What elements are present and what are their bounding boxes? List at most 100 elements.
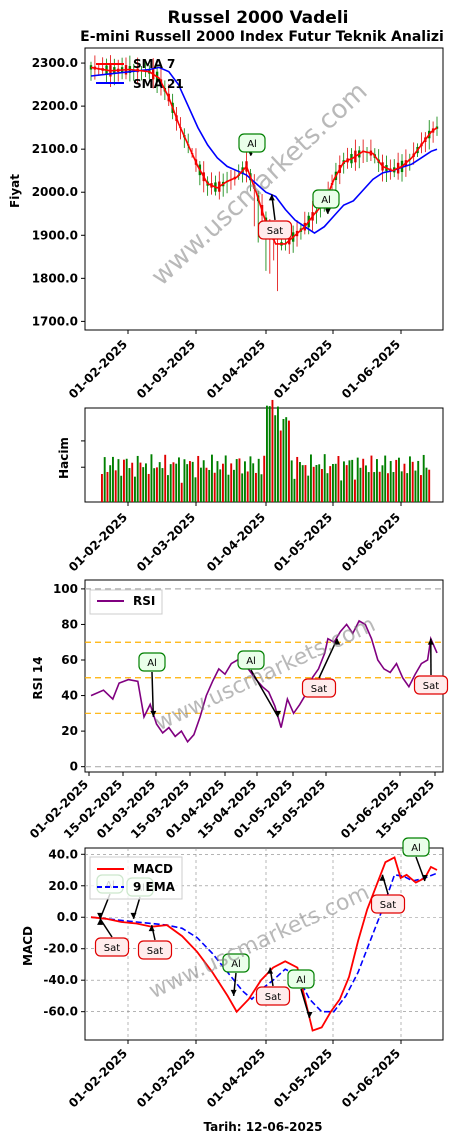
y-tick-label: -40.0 bbox=[43, 973, 78, 987]
rsi-signal-sat-2-box bbox=[413, 675, 449, 695]
volume-bar bbox=[213, 472, 216, 502]
x-tick-label: 01-03-2025 bbox=[134, 337, 198, 401]
x-tick-label: 01-06-2025 bbox=[338, 777, 402, 841]
x-tick-label: 01-05-2025 bbox=[271, 510, 335, 574]
price-layer: 1700.0 1800.0 1900.0 2000.0 2100.0 2200.0 2300… bbox=[32, 55, 439, 401]
x-tick-label: 01-03-2025 bbox=[134, 510, 198, 574]
macd-signal-buy-7-arrow-head bbox=[306, 1011, 313, 1018]
legend-rsi: RSI bbox=[133, 594, 155, 608]
price-legend: SMA 7 SMA 21 bbox=[96, 57, 184, 91]
volume-bar bbox=[340, 480, 343, 502]
legend-macd: MACD bbox=[133, 862, 173, 876]
volume-bar bbox=[268, 406, 271, 502]
y-tick-label: 0 bbox=[70, 760, 78, 774]
volume-ylabel: Hacim bbox=[57, 437, 71, 479]
volume-bar bbox=[208, 469, 211, 502]
volume-bar bbox=[266, 405, 268, 502]
volume-bar bbox=[425, 467, 428, 502]
price-signal-al-1-label: Al bbox=[247, 139, 257, 150]
volume-bar bbox=[400, 471, 403, 502]
rsi-signal-sat-1-box bbox=[301, 678, 337, 698]
y-tick-label: 1700.0 bbox=[32, 314, 78, 328]
volume-bar bbox=[120, 475, 123, 502]
volume-bar bbox=[156, 467, 158, 502]
x-tick-label: 01-05-2025 bbox=[271, 337, 335, 401]
rsi-signal-al-1-box bbox=[138, 652, 166, 672]
sma21-line bbox=[90, 66, 438, 235]
price-signal-sat-1-box bbox=[257, 220, 293, 240]
volume-bar bbox=[312, 466, 315, 502]
volume-layer: 01-02-2025 01-03-2025 01-04-2025 01-05-2025… bbox=[66, 399, 431, 574]
sma7-line bbox=[90, 66, 438, 245]
volume-bar bbox=[255, 472, 257, 502]
price-signal-sat-1-label: Sat bbox=[267, 226, 283, 237]
volume-bar bbox=[238, 458, 241, 502]
volume-bar bbox=[211, 454, 213, 502]
volume-bar bbox=[252, 463, 255, 502]
macd-signal-buy-5-box bbox=[222, 953, 250, 973]
volume-bar bbox=[354, 479, 356, 502]
volume-bar bbox=[145, 463, 147, 502]
rsi-legend: RSI bbox=[89, 589, 163, 615]
volume-bar bbox=[178, 457, 180, 502]
volume-bar bbox=[389, 461, 392, 502]
volume-bar bbox=[398, 457, 400, 502]
macd-signal-sell-2-arrow-head bbox=[97, 918, 104, 925]
volume-bar bbox=[392, 472, 395, 502]
volume-bar bbox=[381, 465, 384, 502]
volume-bar bbox=[420, 475, 422, 502]
volume-bar bbox=[301, 465, 304, 502]
volume-bar bbox=[109, 465, 112, 502]
volume-bar bbox=[351, 459, 354, 502]
y-tick-label: 2100.0 bbox=[32, 142, 78, 156]
macd-signal-sell-2-label: Sat bbox=[104, 943, 120, 954]
price-signal-al-1-arrow bbox=[249, 152, 253, 157]
volume-bar bbox=[293, 478, 296, 502]
candle-body bbox=[89, 65, 93, 70]
volume-bar bbox=[205, 467, 208, 502]
volume-bar bbox=[147, 473, 150, 502]
volume-bar bbox=[197, 455, 200, 502]
volume-bar bbox=[153, 468, 156, 502]
volume-bar bbox=[186, 464, 189, 502]
volume-bar bbox=[191, 461, 194, 502]
volume-bar bbox=[106, 471, 109, 502]
volume-bar bbox=[343, 461, 345, 502]
volume-bar bbox=[260, 474, 263, 502]
x-tick-label: 15-05-2025 bbox=[264, 777, 328, 841]
macd-signal-sell-8-label: Sat bbox=[380, 900, 396, 911]
x-tick-label: 01-06-2025 bbox=[339, 510, 403, 574]
volume-bar bbox=[422, 454, 425, 502]
rsi-signal-al-2-box bbox=[237, 650, 265, 670]
volume-bar bbox=[216, 461, 219, 502]
volume-bar bbox=[378, 471, 381, 502]
x-tick-label: 01-04-2025 bbox=[204, 1046, 268, 1110]
volume-bar bbox=[296, 456, 299, 502]
y-tick-label: -20.0 bbox=[43, 942, 78, 956]
rsi-signal-al-1-arrow bbox=[151, 671, 155, 717]
macd-signal-sell-4-label: Sat bbox=[147, 946, 163, 957]
rsi-signal-al-2-arrow bbox=[250, 669, 279, 718]
macd-signal-sell-6-box bbox=[255, 986, 291, 1006]
volume-bar bbox=[131, 462, 134, 502]
y-tick-label: 2200.0 bbox=[32, 99, 78, 113]
volume-bar bbox=[279, 430, 282, 502]
volume-bar bbox=[180, 482, 183, 502]
macd-signal-sell-2-arrow bbox=[99, 918, 113, 938]
volume-bar bbox=[411, 461, 414, 502]
volume-bar bbox=[244, 461, 246, 502]
volume-bar bbox=[299, 462, 301, 502]
y-tick-label: 2300.0 bbox=[32, 56, 78, 70]
rsi-signal-sat-2-label: Sat bbox=[423, 681, 439, 692]
macd-signal-sell-6-arrow-head bbox=[267, 967, 274, 974]
macd-ylabel: MACD bbox=[21, 926, 35, 966]
legend-sma21: SMA 21 bbox=[133, 77, 184, 91]
macd-signal-sell-6-label: Sat bbox=[265, 992, 281, 1003]
volume-bar bbox=[150, 454, 153, 502]
volume-bar bbox=[233, 469, 235, 502]
volume-bar bbox=[139, 462, 142, 502]
volume-bar bbox=[387, 473, 389, 502]
volume-bar bbox=[365, 465, 367, 502]
volume-bar bbox=[224, 455, 227, 502]
watermark-rsi: www.uscmarkets.com bbox=[151, 612, 379, 736]
